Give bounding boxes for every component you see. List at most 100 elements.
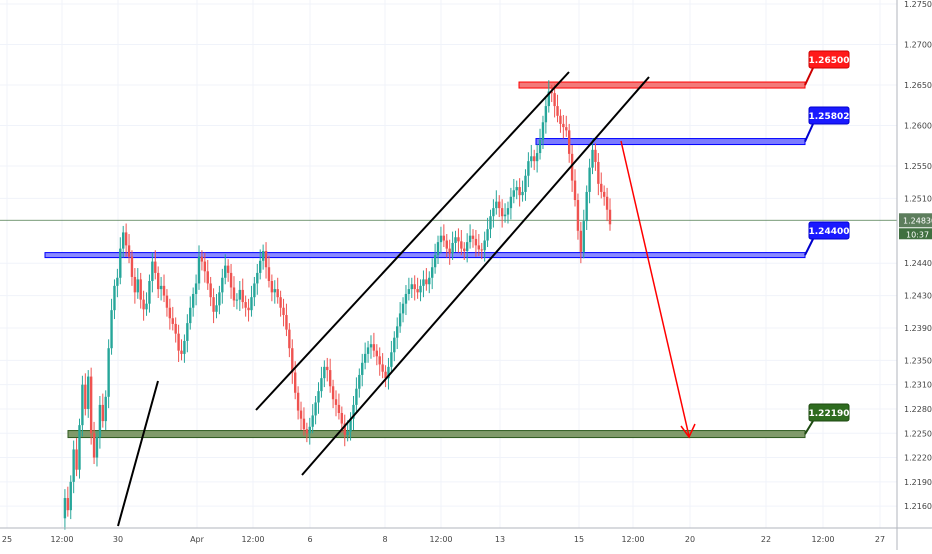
candle-body bbox=[165, 295, 169, 308]
candle-body bbox=[276, 289, 279, 298]
candle-body bbox=[439, 235, 443, 243]
candle-body bbox=[416, 289, 419, 293]
level-tag-box[interactable] bbox=[808, 403, 850, 422]
candle-body bbox=[445, 240, 448, 249]
candle-body bbox=[369, 344, 373, 348]
time-axis-label: 27 bbox=[875, 535, 885, 544]
candle-body bbox=[340, 413, 344, 424]
candle-body bbox=[145, 303, 148, 310]
price-axis-label: 1.25500 bbox=[904, 162, 932, 171]
support-trend-line[interactable] bbox=[117, 380, 159, 527]
channel-upper-line[interactable] bbox=[255, 71, 570, 411]
candle-body bbox=[244, 302, 247, 308]
candle-body bbox=[442, 235, 446, 241]
candle-body bbox=[226, 265, 230, 273]
candle-body bbox=[521, 191, 524, 196]
candle-body bbox=[299, 410, 303, 419]
candle-body bbox=[448, 248, 451, 254]
candle-body bbox=[361, 362, 364, 375]
candle-body bbox=[69, 481, 72, 511]
time-axis-label: 25 bbox=[2, 535, 12, 544]
candle-body bbox=[162, 285, 166, 296]
candle-body bbox=[506, 208, 510, 215]
candle-body bbox=[460, 241, 463, 249]
candle-body bbox=[390, 352, 393, 367]
candle-body bbox=[562, 123, 565, 128]
candle-body bbox=[363, 353, 367, 363]
channel-lower-line[interactable] bbox=[301, 76, 650, 476]
candle-body bbox=[279, 297, 282, 308]
grid bbox=[0, 0, 897, 528]
candle-body bbox=[285, 315, 288, 330]
level-tag-box[interactable] bbox=[808, 221, 850, 240]
candle-body bbox=[288, 329, 291, 349]
candle-body bbox=[535, 153, 539, 162]
candle-body bbox=[320, 378, 323, 392]
candle-body bbox=[352, 404, 355, 419]
candle-body bbox=[597, 161, 600, 184]
candle-body bbox=[331, 386, 335, 400]
candle-body bbox=[113, 285, 116, 311]
candle-body bbox=[87, 376, 90, 409]
candle-body bbox=[544, 106, 548, 123]
candle-body bbox=[556, 106, 559, 116]
candle-body bbox=[291, 348, 294, 373]
time-axis-label: 13 bbox=[495, 535, 505, 544]
candle-body bbox=[326, 366, 329, 371]
candle-body bbox=[567, 130, 571, 154]
candle-body bbox=[366, 347, 370, 354]
candle-body bbox=[78, 425, 81, 470]
candle-body bbox=[156, 272, 160, 290]
level-tag-box[interactable] bbox=[808, 50, 850, 69]
price-axis-label: 1.23100 bbox=[904, 381, 932, 390]
candle-body bbox=[378, 356, 381, 365]
candle-body bbox=[495, 201, 498, 209]
candle-body bbox=[270, 281, 274, 293]
candle-body bbox=[337, 404, 341, 414]
price-axis-label: 1.22200 bbox=[904, 454, 932, 463]
level-zone-band bbox=[67, 430, 806, 439]
candle-body bbox=[308, 426, 311, 434]
candle-body bbox=[186, 323, 189, 341]
price-axis-label: 1.26500 bbox=[904, 81, 932, 90]
projection-arrow-line[interactable] bbox=[620, 140, 690, 437]
candle-body bbox=[498, 201, 501, 209]
candle-body bbox=[148, 281, 151, 304]
candle-body bbox=[541, 122, 545, 141]
candle-body bbox=[375, 350, 379, 357]
time-axis-label: 12:00 bbox=[50, 535, 73, 544]
candle-body bbox=[486, 229, 489, 241]
candle-body bbox=[267, 267, 271, 282]
price-axis-label: 1.24300 bbox=[904, 292, 932, 301]
candle-body bbox=[602, 191, 606, 197]
candle-body bbox=[311, 415, 314, 427]
candle-body bbox=[224, 265, 227, 278]
candle-body bbox=[328, 370, 332, 387]
candle-body bbox=[229, 272, 233, 288]
level-tag-box[interactable] bbox=[808, 106, 850, 125]
candle-body bbox=[594, 149, 597, 162]
level-zone-band bbox=[535, 138, 806, 146]
candle-body bbox=[553, 93, 556, 107]
candle-body bbox=[500, 208, 504, 217]
candle-body bbox=[401, 303, 405, 314]
candle-body bbox=[314, 402, 317, 416]
projection-arrow-head bbox=[680, 423, 696, 439]
candle-body bbox=[200, 256, 204, 262]
candle-body bbox=[293, 372, 297, 393]
candle-body bbox=[206, 271, 209, 284]
level-tags: 1.24830 10:37 1.26500 1.25802 1.24400 1.22190 bbox=[804, 50, 932, 435]
candle-body bbox=[515, 187, 518, 191]
candle-body bbox=[122, 232, 125, 249]
level-tag-connector bbox=[804, 67, 814, 86]
time-axis-label: 15 bbox=[574, 535, 584, 544]
candle-body bbox=[168, 307, 172, 319]
candle-body bbox=[585, 191, 588, 222]
level-zone-band bbox=[44, 252, 806, 259]
candle-body bbox=[189, 307, 192, 324]
candle-body bbox=[84, 384, 87, 409]
candle-body bbox=[191, 293, 195, 308]
candle-body bbox=[381, 364, 384, 372]
